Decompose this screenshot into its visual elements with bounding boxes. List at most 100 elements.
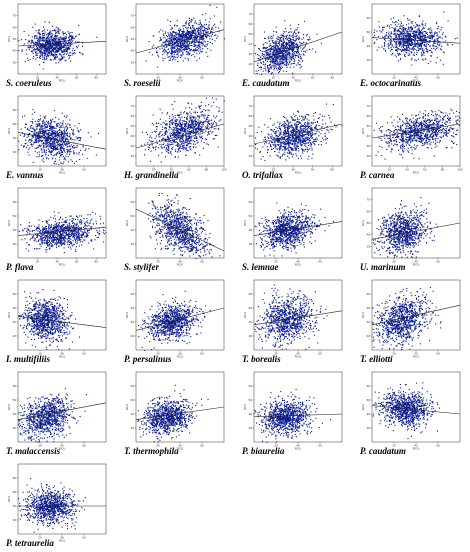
data-point: [47, 53, 48, 54]
data-point: [78, 154, 79, 155]
data-point: [172, 144, 173, 145]
data-point: [271, 49, 272, 50]
data-point: [281, 68, 282, 69]
data-point: [206, 24, 207, 25]
data-point: [70, 32, 71, 33]
data-point: [53, 49, 54, 50]
data-point: [280, 59, 281, 60]
data-point: [211, 31, 212, 32]
data-point: [436, 22, 437, 23]
data-point: [30, 142, 31, 143]
data-point: [211, 132, 212, 133]
data-point: [179, 117, 180, 118]
data-point: [42, 40, 43, 41]
data-point: [192, 27, 193, 28]
data-point: [278, 46, 279, 47]
data-point: [180, 112, 181, 113]
data-point: [198, 27, 199, 28]
data-point: [33, 142, 34, 143]
data-point: [275, 58, 276, 59]
data-point: [44, 37, 45, 38]
data-point: [299, 54, 300, 55]
data-point: [26, 49, 27, 50]
data-point: [41, 127, 42, 128]
data-point: [204, 46, 205, 47]
data-point: [66, 143, 67, 144]
data-point: [174, 54, 175, 55]
data-point: [48, 144, 49, 145]
data-point: [433, 36, 434, 37]
data-point: [428, 44, 429, 45]
data-point: [165, 31, 166, 32]
data-point: [443, 12, 444, 13]
data-point: [408, 36, 409, 37]
data-point: [44, 123, 45, 124]
data-point: [210, 5, 211, 6]
data-point: [47, 33, 48, 34]
data-point: [398, 49, 399, 50]
data-point: [301, 58, 302, 59]
data-point: [51, 146, 52, 147]
data-point: [36, 35, 37, 36]
data-point: [32, 122, 33, 123]
data-point: [290, 25, 291, 26]
data-point: [398, 30, 399, 31]
data-point: [54, 37, 55, 38]
data-point: [180, 34, 181, 35]
data-point: [168, 42, 169, 43]
data-point: [413, 25, 414, 26]
data-point: [41, 156, 42, 157]
data-point: [69, 52, 70, 53]
y-axis-label: GC3: [125, 36, 129, 43]
data-point: [56, 44, 57, 45]
data-point: [66, 126, 67, 127]
data-point: [440, 48, 441, 49]
data-point: [199, 42, 200, 43]
data-point: [42, 125, 43, 126]
data-point: [278, 43, 279, 44]
data-point: [73, 145, 74, 146]
data-point: [24, 146, 25, 147]
data-point: [72, 36, 73, 37]
data-point: [164, 58, 165, 59]
data-point: [216, 135, 217, 136]
data-point: [299, 53, 300, 54]
data-point: [49, 126, 50, 127]
data-point: [36, 49, 37, 50]
data-point: [277, 39, 278, 40]
data-point: [274, 47, 275, 48]
data-point: [62, 132, 63, 133]
data-point: [160, 29, 161, 30]
data-point: [182, 32, 183, 33]
data-point: [48, 34, 49, 35]
data-point: [54, 149, 55, 150]
data-point: [28, 60, 29, 61]
data-point: [436, 23, 437, 24]
data-point: [430, 50, 431, 51]
data-point: [43, 158, 44, 159]
data-point: [305, 46, 306, 47]
data-point: [187, 130, 188, 131]
data-point: [428, 63, 429, 64]
data-point: [269, 64, 270, 65]
data-point: [178, 51, 179, 52]
data-point: [181, 117, 182, 118]
data-point: [161, 139, 162, 140]
data-point: [28, 140, 29, 141]
data-point: [165, 33, 166, 34]
data-point: [273, 35, 274, 36]
data-point: [403, 47, 404, 48]
data-point: [203, 44, 204, 45]
data-point: [277, 57, 278, 58]
data-point: [40, 140, 41, 141]
data-point: [285, 57, 286, 58]
data-point: [32, 42, 33, 43]
data-point: [427, 34, 428, 35]
data-point: [24, 136, 25, 137]
data-point: [44, 35, 45, 36]
data-point: [406, 35, 407, 36]
data-point: [196, 53, 197, 54]
data-point: [53, 140, 54, 141]
y-tick-label: 70: [131, 14, 135, 18]
data-point: [38, 32, 39, 33]
